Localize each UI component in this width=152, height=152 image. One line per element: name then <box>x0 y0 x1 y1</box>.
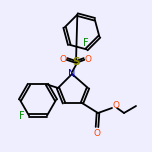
Text: O: O <box>59 55 67 64</box>
Text: F: F <box>19 111 25 121</box>
Text: S: S <box>72 57 80 67</box>
Text: O: O <box>112 102 119 111</box>
Text: N: N <box>68 69 76 79</box>
Text: F: F <box>83 38 88 48</box>
Text: O: O <box>85 55 92 64</box>
Text: O: O <box>93 128 100 138</box>
